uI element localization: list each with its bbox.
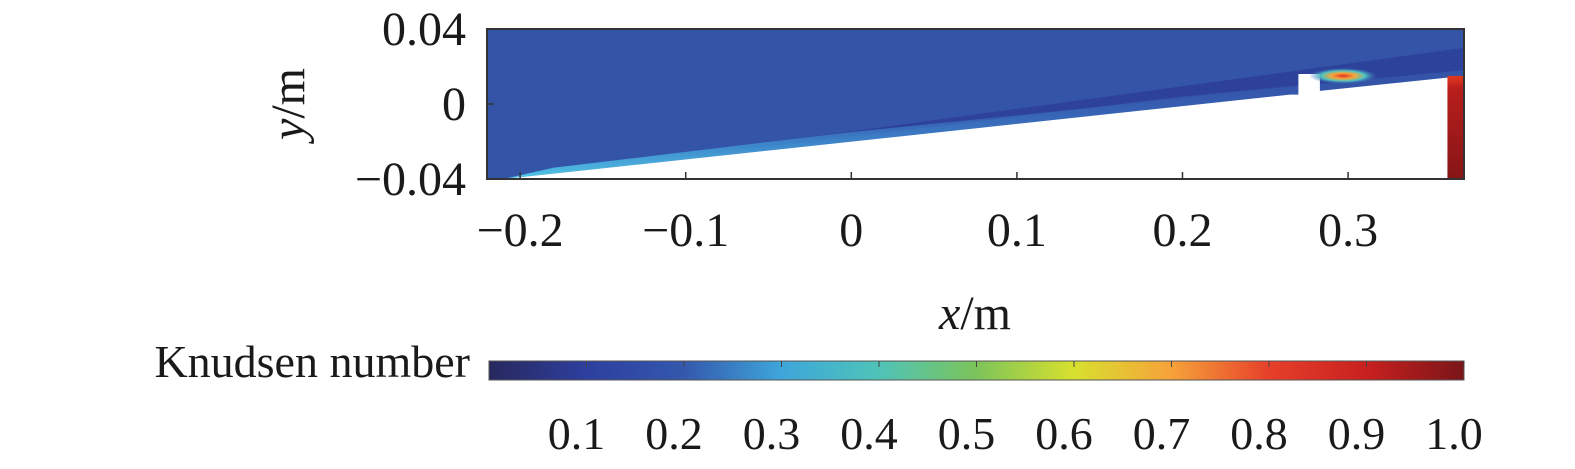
colorbar-tick-label: 0.9: [1328, 408, 1386, 459]
colorbar-tick-label: 0.3: [743, 408, 801, 459]
x-tick-label: 0: [839, 204, 863, 257]
x-tick-label: 0.3: [1318, 204, 1378, 257]
x-tick-label: 0.2: [1152, 204, 1212, 257]
x-axis-label: x/m: [938, 287, 1011, 340]
hot-spot: [1309, 67, 1378, 84]
colorbar-tick-label: 0.4: [840, 408, 898, 459]
colorbar-tick-label: 0.7: [1133, 408, 1191, 459]
body-region: [503, 74, 1464, 179]
colorbar-tick-label: 0.5: [938, 408, 996, 459]
x-tick-label: −0.1: [642, 204, 729, 257]
colorbar-tick-label: 0.6: [1035, 408, 1093, 459]
colorbar-label: Knudsen number: [154, 336, 470, 387]
colorbar-tick-labels: 0.1 0.2 0.3 0.4 0.5 0.6 0.7 0.8 0.9 1.0: [548, 408, 1483, 459]
x-tick-labels: −0.2 −0.1 0 0.1 0.2 0.3: [477, 204, 1379, 257]
colorbar-tick-marks: [586, 361, 1465, 367]
y-axis-label: y/m: [262, 68, 315, 145]
y-tick-labels: 0.04 0 −0.04: [355, 3, 466, 206]
y-tick-label: −0.04: [355, 153, 466, 206]
colorbar-tick-label: 0.8: [1230, 408, 1288, 459]
x-tick-label: 0.1: [987, 204, 1047, 257]
y-tick-label: 0.04: [382, 3, 466, 56]
y-tick-label: 0: [442, 78, 466, 131]
y-tick-marks: [487, 28, 494, 180]
colorbar-tick-label: 1.0: [1425, 408, 1483, 459]
x-tick-label: −0.2: [477, 204, 564, 257]
colorbar-tick-label: 0.2: [645, 408, 703, 459]
boundary-layer: [503, 83, 1299, 179]
colorbar-tick-label: 0.1: [548, 408, 606, 459]
x-tick-marks: [519, 172, 1349, 179]
colorbar: Knudsen number 0.1 0.2 0.3 0.4 0.5 0.6 0.7 0.8 0…: [154, 336, 1482, 459]
wall-region: [1447, 75, 1464, 179]
plot-area: −0.2 −0.1 0 0.1 0.2 0.3 0.04 0 −0.04 x/m y/m: [262, 3, 1465, 340]
